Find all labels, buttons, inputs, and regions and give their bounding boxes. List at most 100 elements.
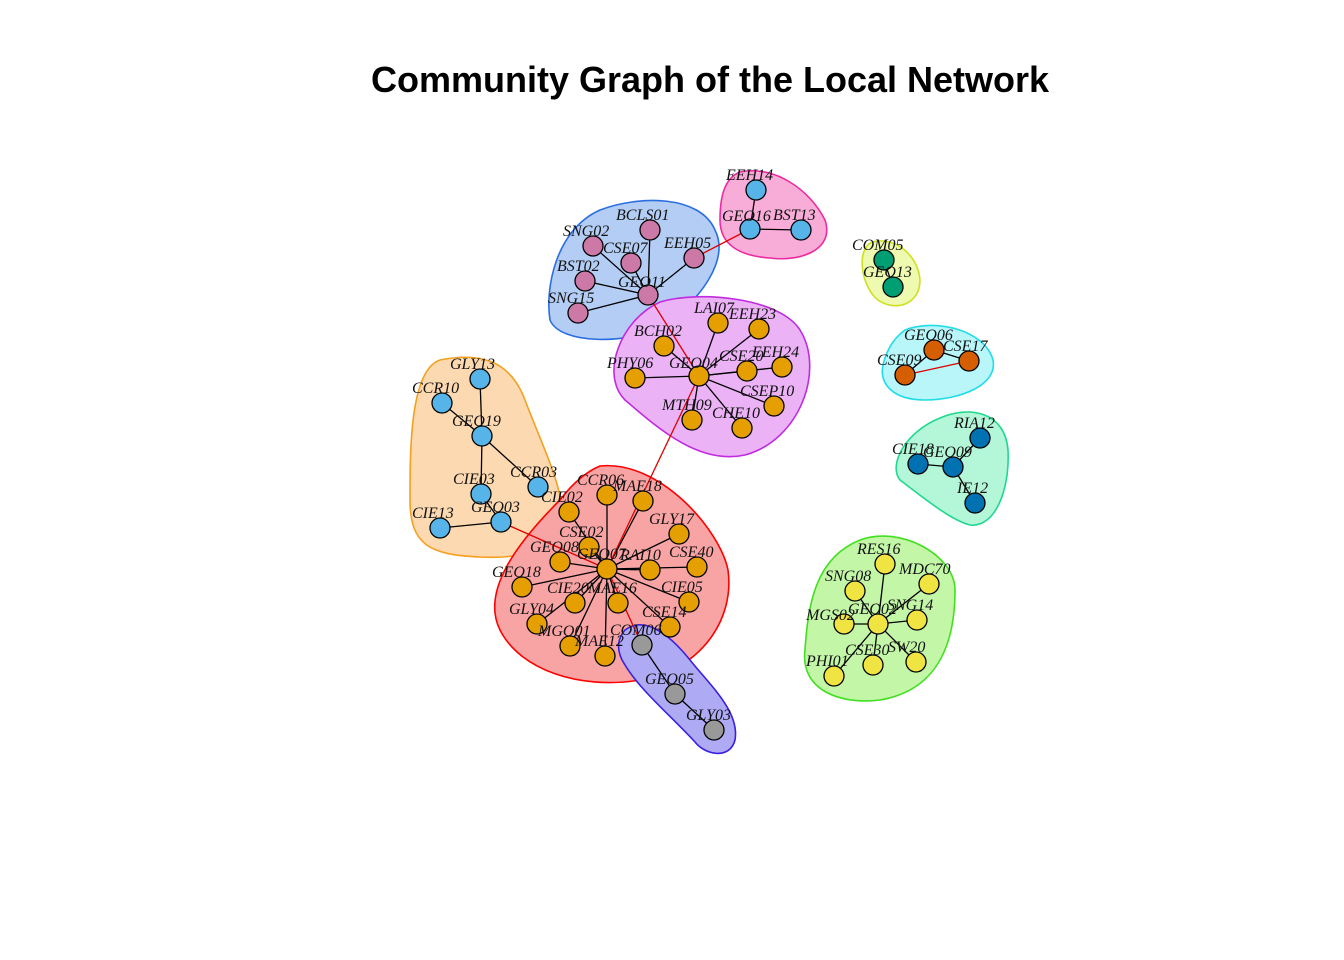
node-ccr10 [431, 392, 453, 414]
node-cse14 [659, 616, 681, 638]
node-sng02 [582, 235, 604, 257]
edge-geo04-eeh23 [698, 328, 760, 377]
node-label-eeh23: EEH23 [728, 306, 776, 323]
node-geo02 [867, 613, 889, 635]
node-cie18 [907, 453, 929, 475]
cross-edge-cse09-cse17 [904, 360, 970, 376]
cross-edge-geo03-geo07 [500, 521, 608, 570]
node-label-geo06: GEO06 [904, 327, 953, 344]
node-label-mgs02: MGS02 [805, 607, 855, 624]
node-geo07 [596, 558, 618, 580]
node-geo08 [549, 551, 571, 573]
node-label-sng15: SNG15 [548, 290, 594, 307]
edge-geo07-mgo01 [569, 568, 608, 647]
node-label-ie12: IE12 [956, 480, 988, 497]
node-label-geo04: GEO04 [669, 355, 718, 372]
node-label-phy06: PHY06 [606, 355, 653, 372]
node-label-cie05: CIE05 [661, 579, 703, 596]
node-sng08 [844, 580, 866, 602]
chart-title: Community Graph of the Local Network [371, 59, 1050, 100]
node-gly13 [469, 368, 491, 390]
node-geo13 [882, 276, 904, 298]
node-lai07 [707, 312, 729, 334]
edge-geo11-sng02 [592, 245, 649, 296]
node-eeh14 [745, 179, 767, 201]
node-label-mgo01: MGO01 [537, 623, 590, 640]
node-label-rai10: RAI10 [619, 547, 661, 564]
node-eeh05 [683, 247, 705, 269]
node-sng14 [906, 609, 928, 631]
node-label-eeh24: EEH24 [751, 344, 799, 361]
cross-edge-geo04-geo07 [606, 375, 700, 570]
node-label-bst02: BST02 [557, 258, 600, 275]
node-ccr03 [527, 476, 549, 498]
node-label-csep10: CSEP10 [740, 383, 794, 400]
node-cse20 [736, 360, 758, 382]
node-cie03 [470, 483, 492, 505]
node-label-cie18: CIE18 [892, 441, 934, 458]
node-label-cse02: CSE02 [559, 524, 603, 541]
node-label-cie20: CIE20 [547, 580, 589, 597]
node-label-geo19: GEO19 [452, 413, 501, 430]
node-gly17 [668, 523, 690, 545]
node-label-eeh14: EEH14 [725, 167, 773, 184]
node-eeh24 [771, 356, 793, 378]
node-geo11 [637, 284, 659, 306]
node-cse07 [620, 252, 642, 274]
node-bst02 [574, 270, 596, 292]
edge-geo11-bcls01 [647, 229, 651, 296]
node-cie13 [429, 517, 451, 539]
edge-geo02-phi01 [833, 623, 879, 677]
node-sng15 [567, 302, 589, 324]
node-phi01 [823, 665, 845, 687]
node-label-geo11: GEO11 [618, 274, 666, 291]
node-label-che10: CHE10 [712, 405, 760, 422]
node-geo16 [739, 218, 761, 240]
node-label-cse07: CSE07 [603, 240, 648, 257]
node-label-mae12: MAE12 [574, 633, 624, 650]
node-label-sng02: SNG02 [563, 223, 609, 240]
node-cie05 [678, 591, 700, 613]
node-ria12 [969, 427, 991, 449]
node-label-lai07: LAI07 [693, 300, 735, 317]
node-phy06 [624, 367, 646, 389]
node-eeh23 [748, 318, 770, 340]
node-geo18 [511, 576, 533, 598]
node-label-geo08: GEO08 [530, 539, 579, 556]
node-label-geo02: GEO02 [848, 601, 897, 618]
edge-geo04-che10 [698, 375, 743, 429]
node-cie02 [558, 501, 580, 523]
edge-geo04-csep10 [698, 375, 775, 407]
node-geo09 [942, 456, 964, 478]
node-label-ccr06: CCR06 [577, 472, 624, 489]
edge-geo02-mdc70 [877, 583, 930, 625]
node-geo19 [471, 425, 493, 447]
node-cie20 [564, 592, 586, 614]
node-label-mdc70: MDC70 [898, 561, 951, 578]
node-geo06 [923, 339, 945, 361]
node-label-geo13: GEO13 [863, 264, 912, 281]
node-mae18 [632, 490, 654, 512]
node-label-geo03: GEO03 [471, 499, 520, 516]
node-gly03 [703, 719, 725, 741]
node-label-bcls01: BCLS01 [616, 207, 669, 224]
edge-geo07-cie05 [606, 568, 690, 603]
node-mth09 [681, 409, 703, 431]
node-sw20 [905, 651, 927, 673]
node-ie12 [964, 492, 986, 514]
node-label-gly13: GLY13 [450, 356, 495, 373]
node-label-bch02: BCH02 [634, 323, 682, 340]
node-mae12 [594, 645, 616, 667]
node-label-sng08: SNG08 [825, 568, 871, 585]
cross-edge-geo11-geo04 [647, 294, 700, 377]
node-label-phi01: PHI01 [805, 653, 849, 670]
node-mgs02 [833, 613, 855, 635]
node-label-geo07: GEO07 [577, 546, 627, 563]
node-label-cse09: CSE09 [877, 352, 921, 369]
node-csep10 [763, 395, 785, 417]
node-cse17 [958, 350, 980, 372]
node-geo03 [490, 511, 512, 533]
node-label-mth09: MTH09 [661, 397, 712, 414]
node-label-gly17: GLY17 [649, 511, 695, 528]
node-cse09 [894, 364, 916, 386]
